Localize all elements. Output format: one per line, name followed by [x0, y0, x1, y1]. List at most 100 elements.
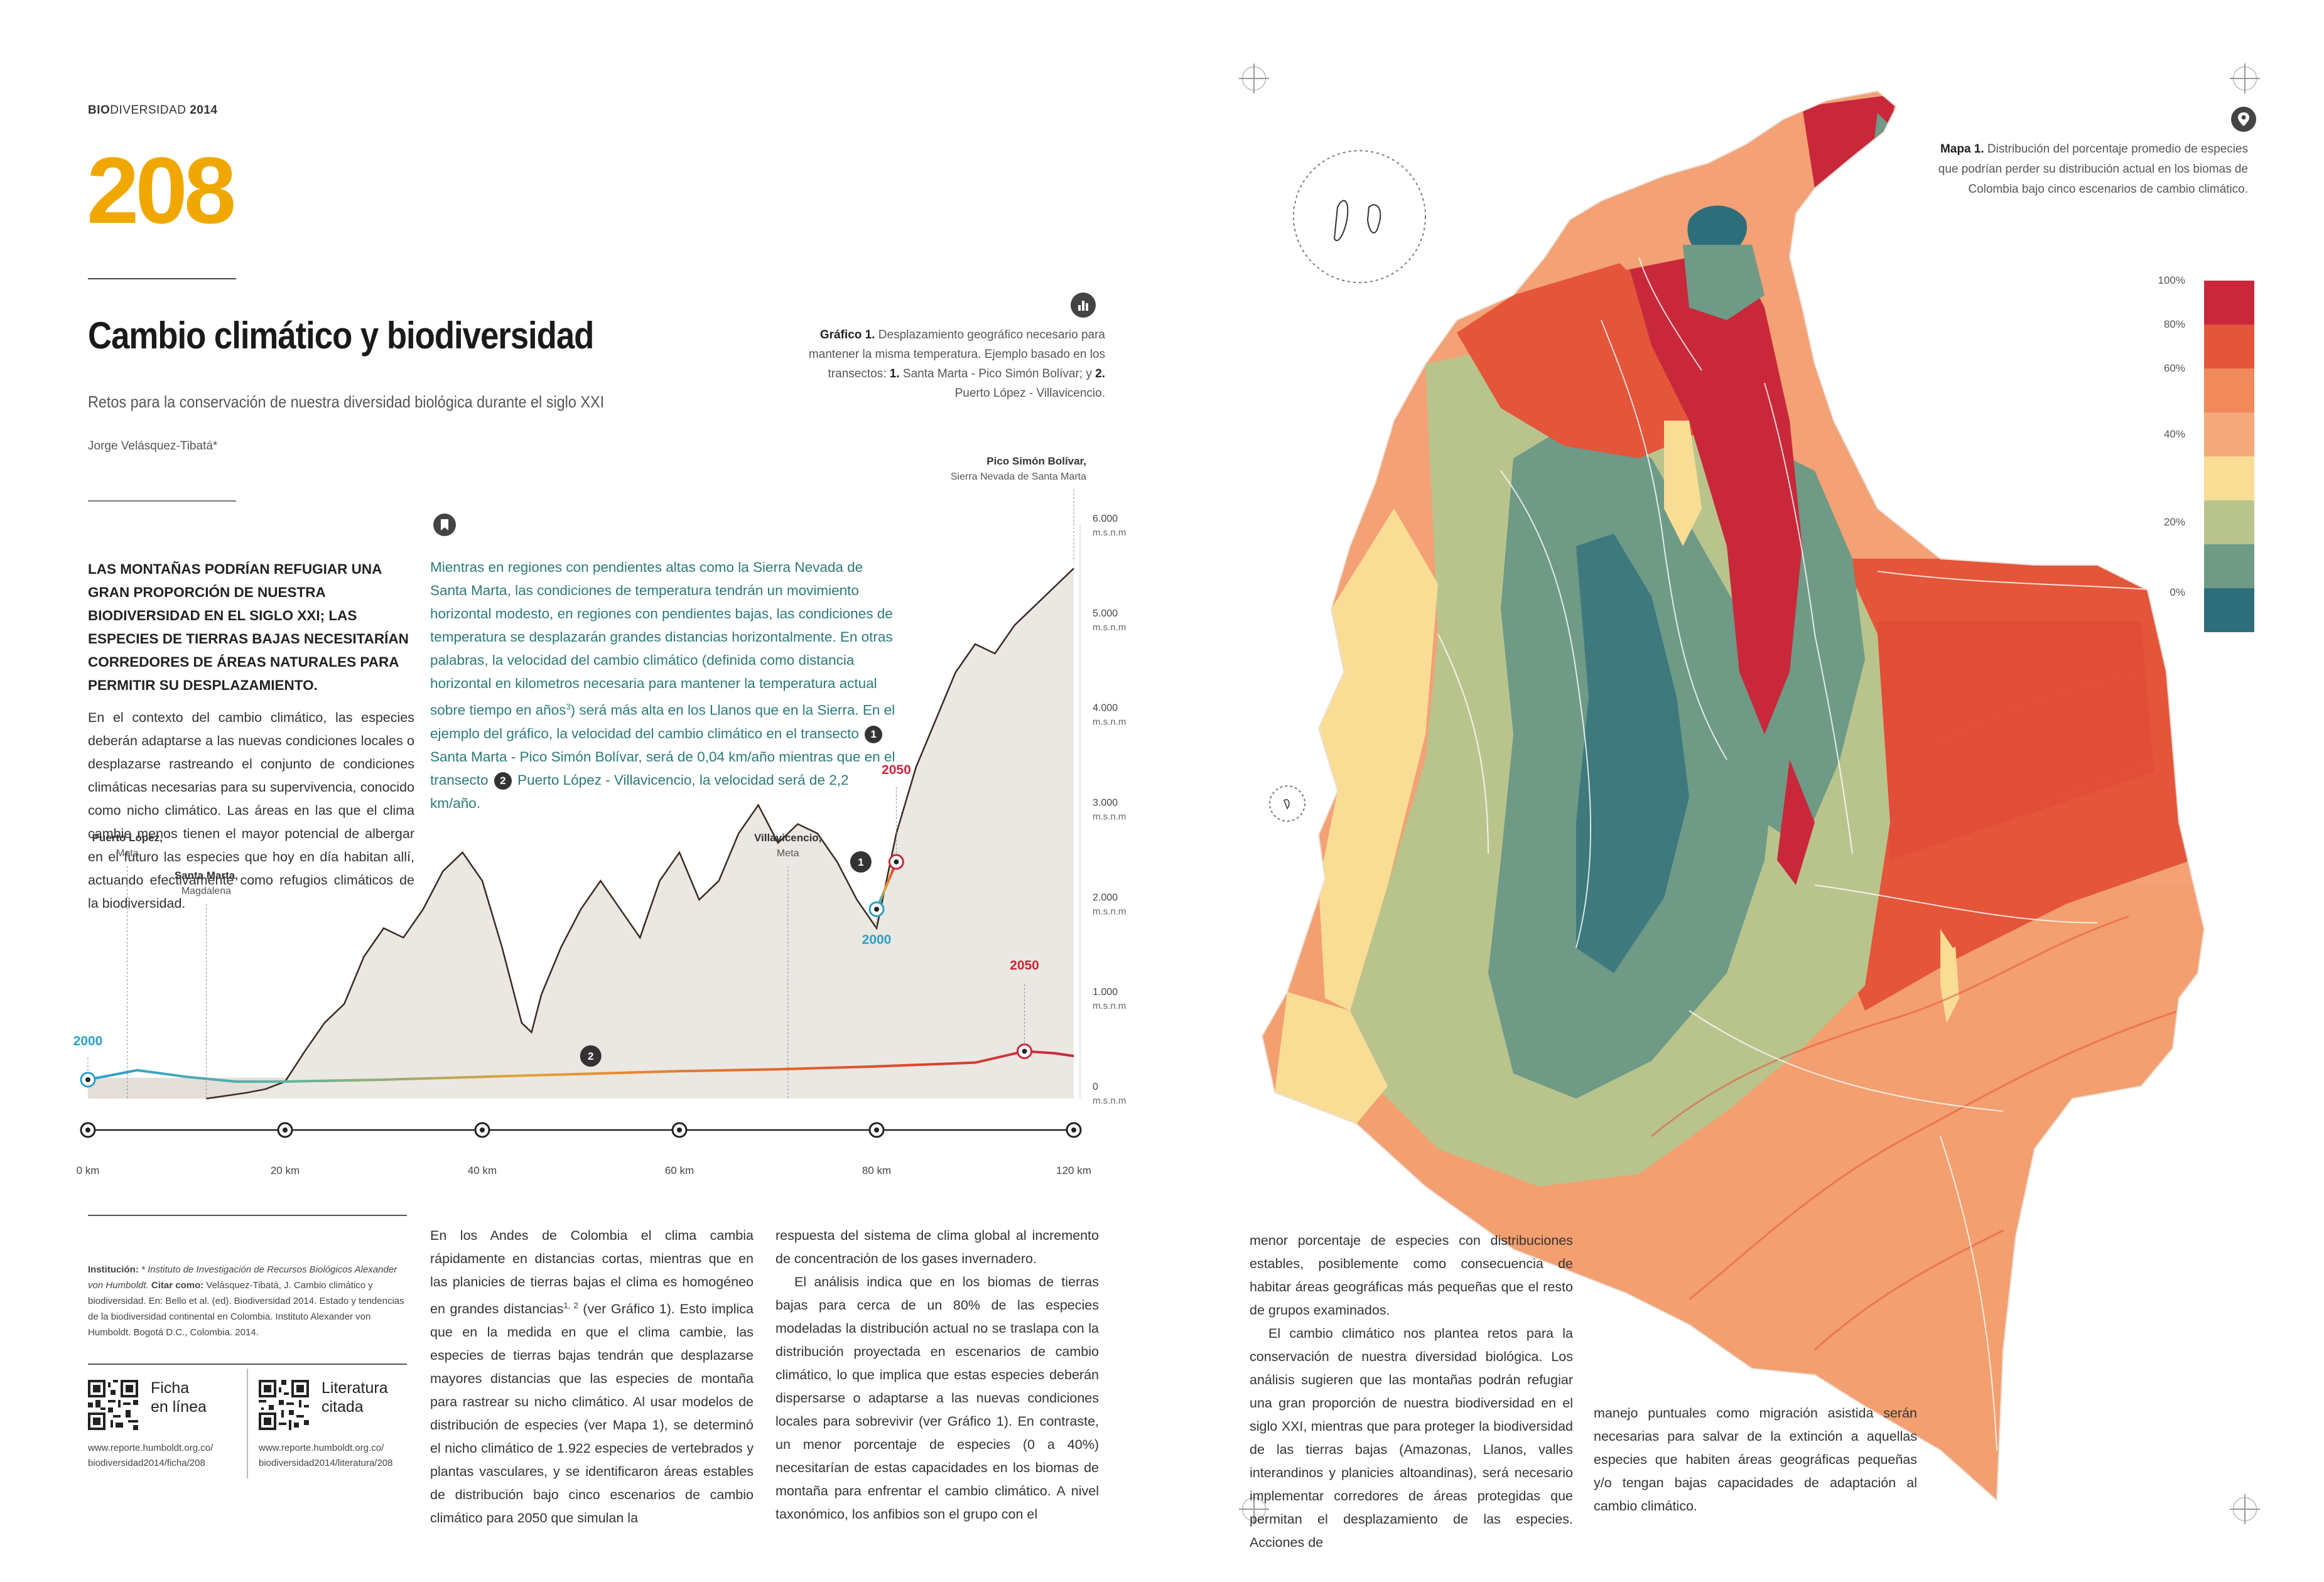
year-marker-label: 2050: [1010, 959, 1039, 973]
legend-label: 60%: [2163, 362, 2185, 374]
annotation-label: Pico Simón Bolívar,: [986, 455, 1086, 467]
body-column-2: respuesta del sistema de clima global al…: [776, 1228, 1099, 1522]
legend-swatch: [2204, 412, 2254, 456]
legend-label: 0%: [2170, 586, 2185, 598]
legend-label: 80%: [2163, 318, 2185, 330]
colombia-map: [1262, 90, 2205, 1501]
link-url[interactable]: www.reporte.humboldt.org.co/biodiversida…: [88, 1443, 213, 1468]
elevation-chart: 0 m.s.n.m 1.000 m.s.n.m 2.000 m.s.n.m 3.000 m.s…: [73, 455, 1127, 1176]
legend-swatch: [2204, 456, 2254, 500]
body-column-4: manejo puntuales como migración asistida…: [1594, 1406, 1917, 1514]
x-tick-dot: [283, 1127, 288, 1133]
legend-swatch: [2204, 281, 2254, 325]
annotation-sub: Meta: [116, 848, 139, 859]
link-url[interactable]: www.reporte.humboldt.org.co/biodiversida…: [259, 1443, 393, 1468]
y-tick-unit: m.s.n.m: [1093, 906, 1126, 917]
body-column-1: En los Andes de Colombia el clima cambia…: [430, 1228, 754, 1526]
highlight-paragraph: Mientras en regiones con pendientes alta…: [430, 559, 895, 811]
x-tick-dot: [874, 1127, 879, 1133]
x-tick-label: 0 km: [77, 1165, 100, 1176]
article-subtitle: Retos para la conservación de nuestra di…: [88, 392, 605, 411]
footnote: Institución: * Instituto de Investigació…: [88, 1264, 404, 1338]
legend-swatch: [2204, 544, 2254, 588]
year-marker-dot: [874, 907, 879, 912]
qr-code-icon[interactable]: [88, 1380, 138, 1430]
author: Jorge Velásquez-Tibatá*: [88, 439, 218, 453]
y-tick-unit: m.s.n.m: [1093, 812, 1126, 822]
y-tick-label: 4.000: [1093, 703, 1118, 714]
y-tick-unit: m.s.n.m: [1093, 717, 1126, 728]
registration-mark-icon: [1239, 63, 1269, 94]
annotation-sub: Sierra Nevada de Santa Marta: [951, 471, 1086, 482]
transect-badge-label: 1: [858, 856, 863, 868]
divider: [88, 278, 236, 279]
y-tick-unit: m.s.n.m: [1093, 527, 1126, 538]
mountain-profile-line: [206, 568, 1074, 1100]
year-marker-label: 2050: [882, 763, 911, 777]
qr-code-icon[interactable]: [259, 1380, 309, 1430]
map-pin-icon: [2231, 107, 2256, 132]
y-tick-unit: m.s.n.m: [1093, 1095, 1126, 1106]
inset-circle: [1293, 150, 1426, 283]
article-title: Cambio climático y biodiversidad: [88, 315, 594, 357]
x-tick-label: 60 km: [665, 1165, 694, 1176]
transect-badge: 2: [494, 772, 512, 790]
annotation-sub: Meta: [777, 848, 799, 859]
transect-badge-label: 2: [588, 1050, 593, 1062]
y-tick-label: 6.000: [1093, 514, 1118, 524]
lowland-profile-line: [87, 1050, 1074, 1083]
legend-label: 100%: [2158, 274, 2185, 286]
transect-badge: 1: [865, 725, 883, 743]
legend-swatch: [2204, 325, 2254, 369]
y-tick-label: 0: [1093, 1082, 1098, 1092]
y-tick-unit: m.s.n.m: [1093, 1001, 1126, 1011]
mountain-area: [206, 568, 1074, 1099]
chart-icon: [1071, 293, 1096, 318]
inset-circle: [1269, 785, 1305, 822]
annotation-label: Santa Marta,: [175, 869, 238, 881]
year-marker-dot: [894, 859, 899, 864]
x-tick-dot: [1071, 1127, 1076, 1133]
island-inset: [1333, 200, 1381, 242]
year-marker-dot: [1022, 1048, 1027, 1054]
y-tick-label: 3.000: [1093, 798, 1118, 809]
y-tick-unit: m.s.n.m: [1093, 622, 1126, 633]
legend-label: 20%: [2163, 516, 2185, 528]
divider: [88, 500, 236, 502]
page-number: 208: [87, 137, 236, 243]
transect-badge: [580, 1045, 602, 1067]
divider: [88, 1215, 407, 1216]
legend-swatch: [2204, 500, 2254, 544]
annotation-label: Puerto López,: [92, 832, 163, 844]
registration-mark-icon: [1239, 1494, 1269, 1524]
year-marker-dot: [85, 1077, 90, 1082]
divider: [88, 1364, 407, 1365]
link-label[interactable]: Ficha en línea: [151, 1379, 207, 1416]
legend-swatch: [2204, 588, 2254, 632]
intro-paragraph: En el contexto del cambio climático, las…: [88, 710, 414, 911]
year-marker-label: 2000: [73, 1034, 103, 1048]
link-label[interactable]: Literatura citada: [322, 1379, 388, 1416]
lead-paragraph: Las montañas podrían refugiar una gran p…: [88, 561, 409, 693]
annotation-sub: Magdalena: [181, 886, 231, 896]
bookmark-icon: [433, 514, 456, 536]
y-tick-label: 5.000: [1093, 608, 1118, 619]
x-tick-label: 120 km: [1056, 1165, 1091, 1176]
legend-swatch: [2204, 369, 2254, 412]
legend-label: 40%: [2163, 428, 2185, 440]
x-tick-dot: [85, 1127, 90, 1133]
x-tick-dot: [480, 1127, 485, 1133]
registration-mark-icon: [2230, 1494, 2260, 1524]
divider: [247, 1369, 248, 1478]
y-tick-label: 1.000: [1093, 987, 1118, 998]
x-tick-label: 80 km: [862, 1165, 891, 1176]
annotation-label: Villavicencio,: [754, 832, 821, 844]
body-column-3: menor porcentaje de especies con distrib…: [1250, 1233, 1573, 1550]
mountain-shift-line: [875, 861, 898, 910]
x-tick-dot: [677, 1127, 682, 1133]
registration-mark-icon: [2230, 63, 2260, 94]
transect-badge: [850, 851, 872, 873]
y-tick-label: 2.000: [1093, 892, 1118, 903]
figure-caption: Gráfico 1. Desplazamiento geográfico nec…: [808, 328, 1105, 400]
x-tick-label: 40 km: [468, 1165, 497, 1176]
